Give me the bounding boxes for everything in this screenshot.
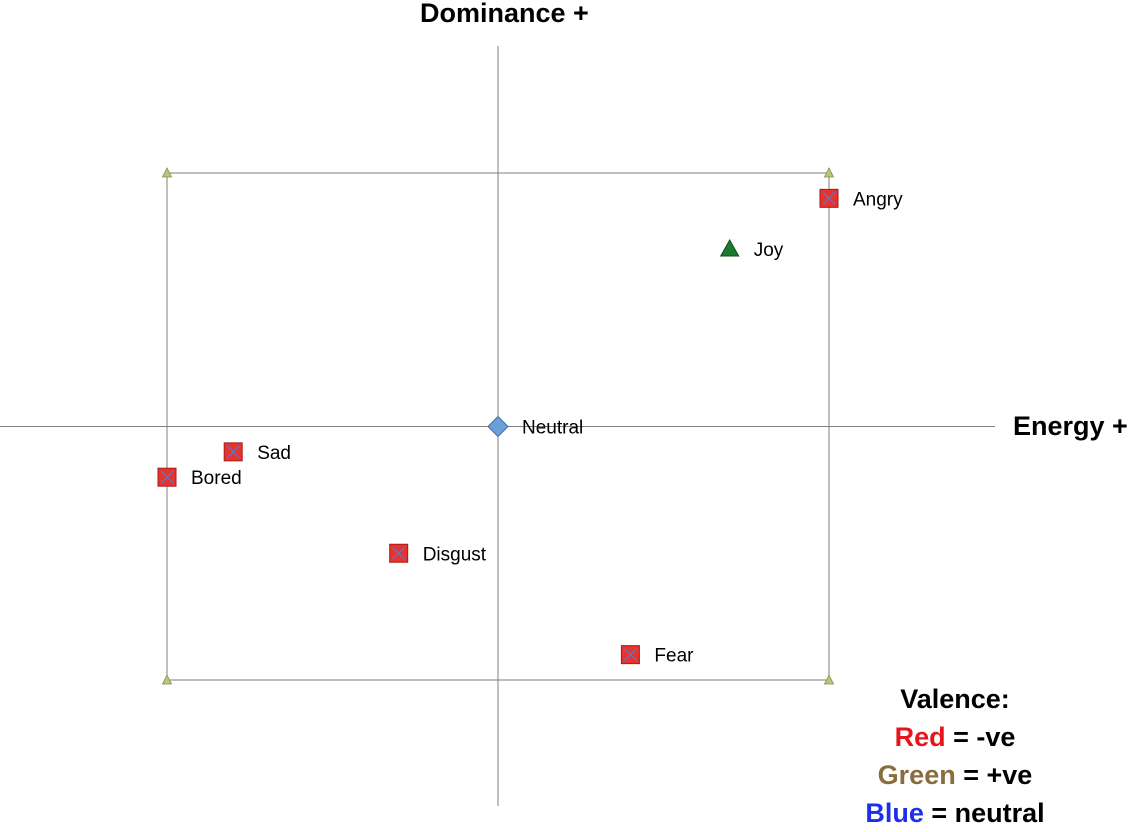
point-label-bored: Bored	[191, 468, 242, 489]
legend-entry-red: Red = -ve	[845, 718, 1065, 756]
point-label-neutral: Neutral	[522, 418, 583, 439]
point-joy	[719, 239, 740, 257]
point-sad-cross	[226, 445, 240, 459]
legend-entry-green-name: Green	[877, 760, 956, 790]
legend-entry-blue: Blue = neutral	[845, 794, 1065, 832]
corner-marker-4	[823, 674, 835, 685]
legend-title: Valence:	[900, 684, 1010, 714]
legend-entry-red-name: Red	[894, 722, 946, 752]
point-label-disgust: Disgust	[423, 544, 487, 565]
legend-entry-blue-meaning: = neutral	[931, 798, 1045, 828]
point-fear-cross	[623, 648, 637, 662]
point-disgust	[389, 543, 409, 563]
point-label-joy: Joy	[754, 240, 784, 261]
point-bored-cross	[160, 470, 174, 484]
point-sad	[223, 442, 243, 462]
point-label-fear: Fear	[654, 646, 694, 667]
point-label-angry: Angry	[853, 189, 903, 210]
point-bored	[157, 467, 177, 487]
point-disgust-cross	[392, 546, 406, 560]
legend-entry-blue-name: Blue	[865, 798, 924, 828]
legend-entry-green-meaning: = +ve	[963, 760, 1033, 790]
point-neutral	[487, 415, 509, 438]
corner-marker-1	[161, 167, 173, 178]
corner-marker-2	[823, 167, 835, 178]
point-angry-cross	[822, 191, 836, 205]
point-label-sad: Sad	[257, 443, 291, 464]
point-fear	[620, 645, 640, 665]
legend-entry-green: Green = +ve	[845, 756, 1065, 794]
legend-entry-red-meaning: = -ve	[953, 722, 1016, 752]
corner-marker-3	[161, 674, 173, 685]
y-axis-title: Dominance +	[420, 0, 589, 28]
point-angry	[819, 188, 839, 208]
legend: Valence: Red = -ve Green = +ve Blue = ne…	[845, 680, 1065, 832]
x-axis-title: Energy +	[1013, 411, 1128, 441]
